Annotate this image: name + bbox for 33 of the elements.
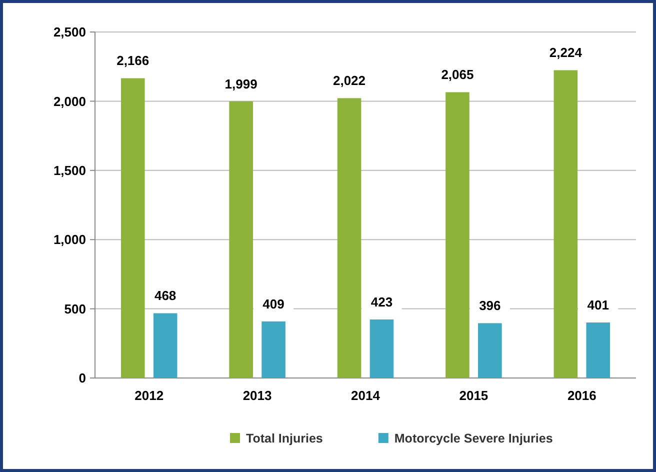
bar: [446, 92, 470, 378]
data-label: 423: [370, 294, 393, 310]
bar: [120, 78, 145, 378]
data-label: 409: [262, 296, 284, 312]
x-tick-label: 2015: [459, 388, 488, 403]
y-tick-label: 2,500: [53, 24, 86, 40]
data-label: 1,999: [224, 76, 258, 92]
bar: [586, 322, 610, 378]
legend-label: Total Injuries: [246, 431, 323, 446]
y-tick-label: 2,000: [53, 94, 86, 109]
bar: [337, 98, 362, 378]
data-label: 2,022: [332, 73, 366, 88]
y-tick-label: 0: [78, 370, 86, 386]
data-label: 401: [587, 298, 609, 312]
bar: [554, 70, 578, 378]
bar: [229, 101, 253, 378]
data-label: 2,065: [441, 67, 474, 82]
data-label: 468: [154, 288, 176, 304]
bar: [370, 319, 394, 378]
legend-label: Motorcycle Severe Injuries: [394, 431, 553, 446]
data-label: 396: [479, 298, 501, 314]
x-tick-label: 2012: [134, 388, 164, 403]
x-tick-label: 2014: [351, 388, 381, 403]
x-tick-label: 2013: [242, 388, 272, 403]
data-label: 2,166: [116, 53, 150, 68]
bar: [262, 321, 286, 378]
data-label: 2,224: [549, 45, 583, 60]
y-tick-label: 1,500: [53, 162, 86, 178]
y-tick-label: 1,000: [53, 232, 86, 248]
y-tick-label: 500: [64, 301, 86, 316]
x-tick-label: 2016: [567, 388, 596, 403]
bar: [153, 313, 178, 378]
bar: [478, 323, 502, 378]
